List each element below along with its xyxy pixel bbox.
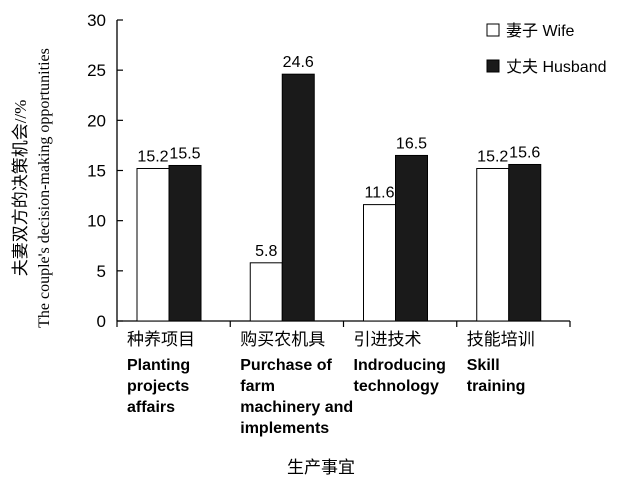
legend-label: 妻子 Wife (506, 22, 575, 40)
data-label: 16.5 (396, 135, 427, 152)
y-axis-label-cn: 夫妻双方的决策机会//% (11, 100, 30, 277)
category-label-en: Planting (127, 357, 190, 374)
category-label-en: Skill (467, 357, 500, 374)
category-label-en: machinery and (240, 399, 353, 416)
y-axis-title: 夫妻双方的决策机会//% The couple's decision-makin… (11, 48, 53, 328)
category-label-en: affairs (127, 399, 175, 416)
data-label: 15.5 (169, 145, 200, 162)
category-label-cn: 购买农机具 (240, 330, 325, 349)
y-tick-label: 25 (87, 61, 106, 80)
data-label: 5.8 (255, 243, 277, 260)
category-label-en: Indroducing (354, 357, 446, 374)
category-label-cn: 种养项目 (127, 330, 195, 349)
bars (136, 73, 542, 322)
data-label: 15.2 (137, 148, 168, 165)
bar-wife (249, 262, 283, 322)
legend-label: 丈夫 Husband (506, 58, 607, 76)
legend: 妻子 Wife 丈夫 Husband (486, 22, 607, 76)
y-axis-label-en: The couple's decision-making opportuniti… (36, 48, 53, 328)
category-label-en: training (467, 378, 526, 395)
bar-husband (281, 73, 315, 322)
bar-husband (508, 163, 542, 322)
y-tick-label: 20 (87, 111, 106, 130)
category-label-en: farm (240, 378, 275, 395)
data-label: 24.6 (283, 54, 314, 71)
legend-swatch (486, 59, 500, 73)
data-label: 15.2 (477, 148, 508, 165)
y-tick-label: 15 (87, 162, 106, 181)
x-axis-label: 生产事宜 (287, 458, 355, 477)
category-label-cn: 技能培训 (467, 330, 535, 349)
category-label-en: implements (240, 420, 329, 437)
category-label-en: Purchase of (240, 357, 332, 374)
bar-husband (168, 164, 202, 322)
category-labels: 种养项目 Planting projects affairs 购买农机具 Purchase… (127, 330, 535, 437)
y-tick-label: 30 (87, 11, 106, 30)
y-tick-label: 0 (97, 312, 106, 331)
bar-wife (363, 204, 396, 322)
data-label: 11.6 (365, 185, 395, 202)
y-tick-label: 10 (87, 212, 106, 231)
legend-swatch (486, 23, 500, 37)
bar-wife (136, 167, 170, 322)
category-label-cn: 引进技术 (354, 330, 422, 349)
bar-wife (476, 167, 510, 322)
category-label-en: projects (127, 378, 189, 395)
y-tick-label: 5 (97, 262, 106, 281)
data-label: 15.6 (509, 144, 540, 161)
bar-husband (395, 154, 428, 322)
category-label-en: technology (354, 378, 439, 395)
value-labels: 15.25.811.615.215.524.616.515.6 (137, 54, 540, 260)
